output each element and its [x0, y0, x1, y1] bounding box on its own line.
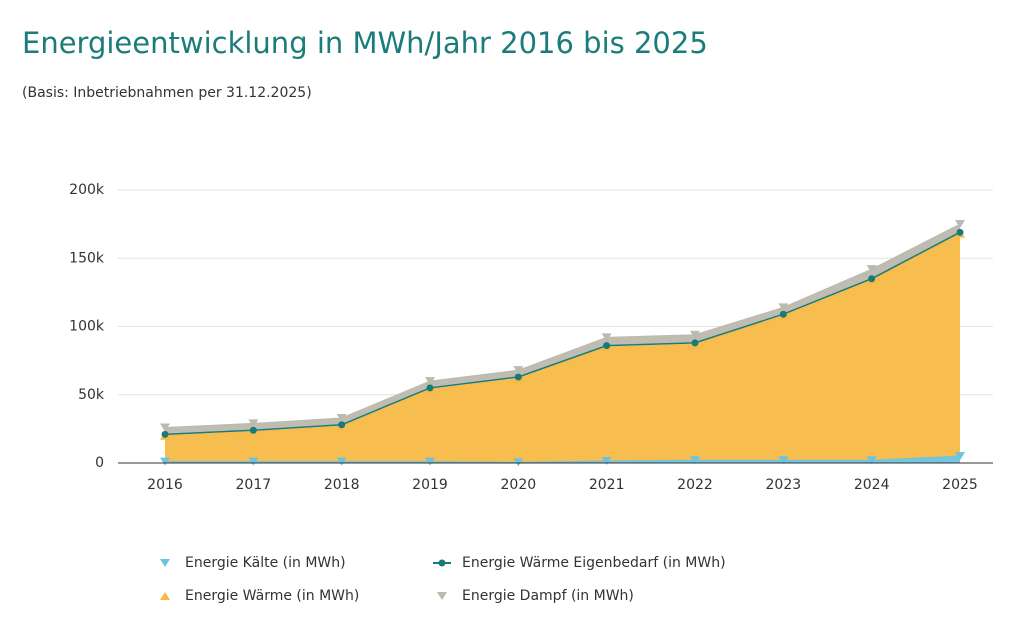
point — [513, 458, 524, 467]
point — [691, 339, 699, 347]
x-tick-label: 2025 — [942, 477, 978, 493]
y-tick-label: 0 — [95, 455, 104, 471]
point — [690, 330, 700, 339]
x-tick-label: 2021 — [589, 477, 625, 493]
point — [336, 413, 347, 422]
point — [249, 426, 257, 434]
point — [248, 457, 259, 466]
x-tick-label: 2018 — [324, 477, 360, 493]
series-line — [164, 233, 961, 437]
point — [779, 310, 787, 318]
y-tick-label: 100k — [69, 319, 105, 335]
point — [160, 457, 170, 466]
point — [868, 275, 876, 283]
x-tick-label: 2019 — [412, 477, 448, 493]
x-tick-label: 2016 — [147, 477, 183, 493]
legend-label: Energie Dampf (in MWh) — [462, 588, 634, 604]
x-tick-label: 2022 — [677, 477, 713, 493]
point — [425, 377, 435, 386]
point — [690, 456, 700, 465]
series-line — [165, 455, 961, 463]
y-tick-label: 150k — [69, 250, 105, 266]
legend-marker — [160, 559, 170, 567]
chart-subtitle: (Basis: Inbetriebnahmen per 31.12.2025) — [22, 85, 312, 101]
legend-marker — [437, 592, 447, 600]
x-tick-label: 2017 — [236, 477, 272, 493]
x-tick-label: 2024 — [854, 477, 890, 493]
point — [336, 457, 347, 466]
series-line — [164, 223, 961, 429]
point — [248, 419, 259, 428]
point — [866, 265, 877, 274]
point — [160, 423, 170, 432]
area — [165, 456, 960, 463]
point — [778, 456, 789, 465]
point — [161, 430, 169, 438]
point — [514, 373, 522, 381]
series-line — [164, 231, 961, 436]
y-tick-label: 50k — [78, 387, 105, 403]
y-tick-label: 200k — [69, 182, 105, 198]
point — [425, 457, 435, 466]
point — [603, 342, 611, 350]
point — [426, 384, 434, 392]
point — [601, 333, 612, 342]
area — [165, 233, 960, 463]
legend-label: Energie Wärme (in MWh) — [185, 588, 359, 604]
point — [955, 220, 965, 229]
point — [956, 228, 964, 236]
chart-title: Energieentwicklung in MWh/Jahr 2016 bis … — [22, 26, 708, 60]
legend-marker — [160, 592, 170, 600]
legend-label: Energie Kälte (in MWh) — [185, 555, 346, 571]
point — [955, 452, 965, 461]
point — [338, 421, 346, 429]
x-tick-label: 2023 — [766, 477, 802, 493]
point — [778, 303, 789, 312]
point — [601, 456, 612, 465]
legend-marker — [438, 559, 446, 567]
x-tick-label: 2020 — [501, 477, 537, 493]
legend-label: Energie Wärme Eigenbedarf (in MWh) — [462, 555, 726, 571]
point — [866, 456, 877, 465]
point — [513, 366, 524, 375]
